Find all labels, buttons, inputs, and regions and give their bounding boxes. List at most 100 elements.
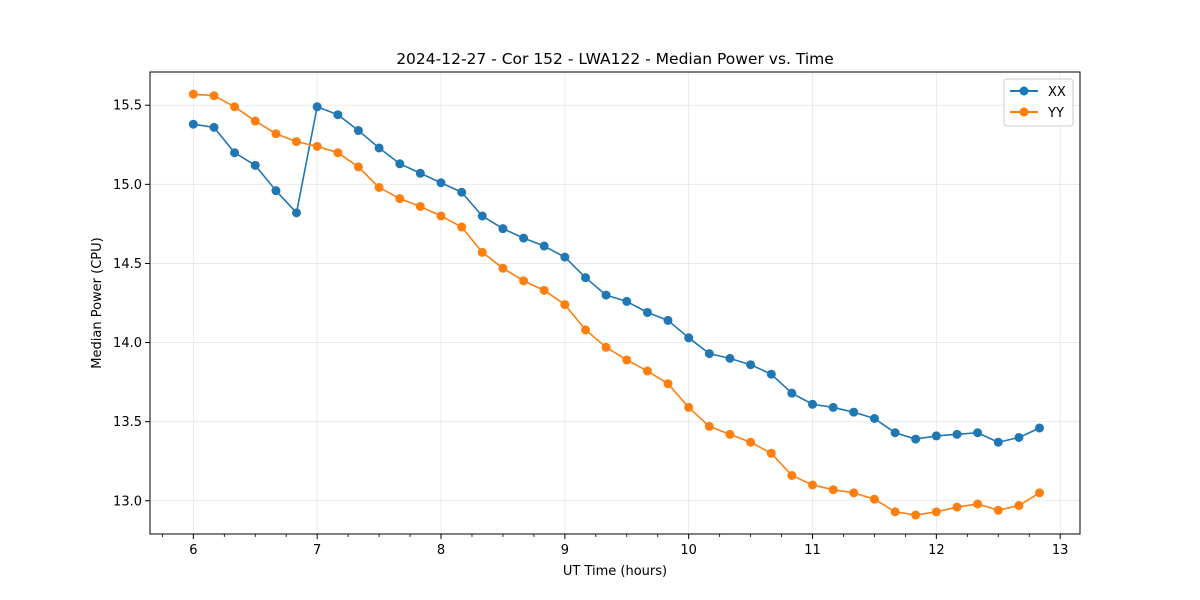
data-point [395,159,405,169]
x-tick-label: 11 [804,543,821,558]
data-point [704,349,714,359]
data-point [457,187,467,197]
data-point [869,494,879,504]
data-point [931,431,941,441]
data-point [436,211,446,221]
y-tick-label: 13.5 [113,415,142,430]
x-tick-label: 13 [1052,543,1069,558]
axis-ticks: 6 7 8 9 10 11 12 13 13.0 13.5 14.0 14.5 15.0 15.5 [113,99,1068,558]
series-layer [188,89,1045,520]
data-point [539,241,549,251]
data-point [911,434,921,444]
data-point [250,160,260,170]
data-point [601,342,611,352]
plot-frame [149,71,1081,535]
data-point [415,168,425,178]
data-point [250,116,260,126]
data-point [684,402,694,412]
data-point [436,178,446,188]
data-point [952,502,962,512]
data-point [725,353,735,363]
data-point [415,201,425,211]
legend-label-yy: YY [1047,106,1064,121]
data-point [271,186,281,196]
data-point [1035,423,1045,433]
data-point [766,369,776,379]
data-point [973,499,983,509]
data-point [911,510,921,520]
series-xx [188,102,1045,447]
data-point [271,129,281,139]
data-point [457,222,467,232]
data-point [931,507,941,517]
data-point [312,102,322,112]
data-point [230,102,240,112]
data-point [374,183,384,192]
data-point [560,300,570,310]
data-point [642,307,652,317]
data-point [188,89,198,99]
data-point [766,448,776,458]
series-yy [188,89,1045,520]
data-point [519,276,529,286]
chart-title: 2024-12-27 - Cor 152 - LWA122 - Median P… [396,50,834,68]
data-point [684,333,694,343]
data-point [663,379,673,389]
data-point [828,485,838,495]
data-point [477,247,487,257]
y-axis-label: Median Power (CPU) [90,237,105,368]
x-tick-label: 10 [680,543,697,558]
data-point [230,148,240,158]
data-point [704,421,714,431]
data-point [374,143,384,153]
y-tick-label: 15.0 [113,178,142,193]
data-point [787,388,797,398]
data-point [539,285,549,295]
data-point [642,366,652,376]
data-point [395,194,405,204]
data-point [622,296,632,306]
data-point [477,211,487,221]
data-point [312,141,322,151]
data-point [209,122,219,132]
data-point [1014,432,1024,442]
x-tick-label: 12 [928,543,945,558]
data-point [209,91,219,101]
data-point [519,233,529,243]
data-point [808,480,818,490]
y-tick-label: 15.5 [113,99,142,114]
data-point [581,325,591,335]
data-point [787,470,797,480]
data-point [849,407,859,417]
legend-marker-yy [1019,107,1029,117]
data-point [333,148,343,158]
y-tick-label: 13.0 [113,494,142,509]
data-point [849,488,859,498]
data-point [353,162,363,172]
data-point [890,507,900,517]
data-point [601,290,611,300]
data-point [993,437,1003,447]
x-axis-label: UT Time (hours) [563,564,667,579]
data-point [808,399,818,409]
data-point [746,360,756,370]
x-tick-label: 9 [561,543,569,558]
data-point [993,505,1003,515]
data-point [1014,501,1024,511]
y-tick-label: 14.0 [113,336,142,351]
legend-label-xx: XX [1048,85,1066,100]
data-point [952,429,962,439]
data-point [869,414,879,423]
data-point [973,428,983,438]
data-point [333,110,343,120]
data-point [828,402,838,412]
data-point [746,437,756,447]
data-point [353,126,363,136]
data-point [188,119,198,129]
x-tick-label: 7 [313,543,321,558]
data-point [498,263,508,273]
grid [150,72,1080,534]
data-point [292,137,301,147]
